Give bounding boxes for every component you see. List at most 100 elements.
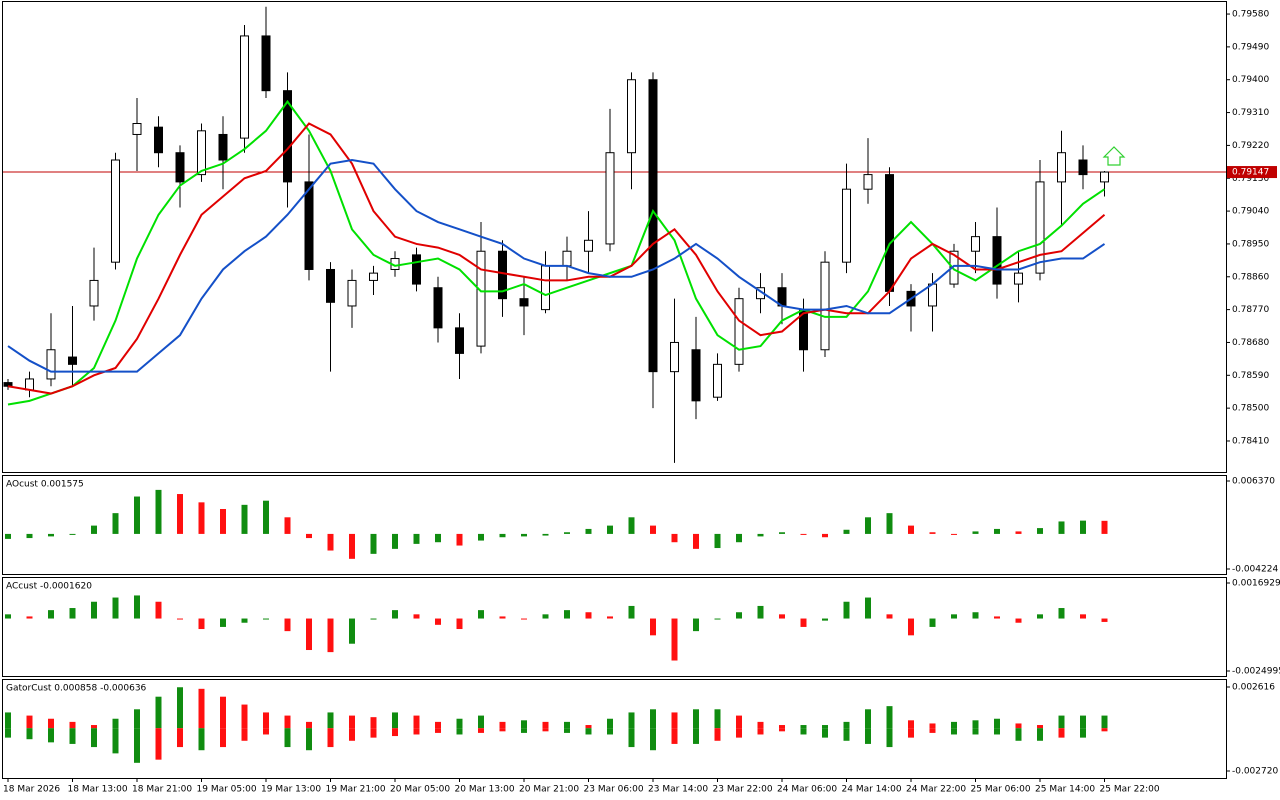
gator-bar <box>392 712 398 729</box>
ac-panel-frame <box>2 577 1227 677</box>
candle-body <box>175 152 185 183</box>
gator-bar <box>134 709 140 729</box>
gator-bar <box>456 728 463 735</box>
candle-body <box>992 236 1002 285</box>
gator-bar <box>478 728 484 733</box>
gator-bar <box>499 728 506 732</box>
gator-bar <box>671 712 678 729</box>
histogram-bar <box>779 532 785 534</box>
gator-bar <box>263 712 269 729</box>
gator-panel-frame <box>2 679 1227 779</box>
y-tick-label: -0.004224 <box>1232 565 1278 575</box>
gator-bar <box>714 709 721 729</box>
gator-bar <box>650 728 656 751</box>
gator-bar <box>284 728 291 748</box>
gator-bar <box>177 687 183 729</box>
gator-bar <box>650 709 656 729</box>
gator-bar <box>349 728 355 741</box>
gator-bar <box>48 728 54 743</box>
gator-bar <box>671 728 678 744</box>
gator-bar <box>220 696 226 729</box>
histogram-bar <box>177 618 183 620</box>
histogram-bar <box>198 618 205 630</box>
x-tick-label: 20 Mar 21:00 <box>519 785 579 795</box>
y-tick-label: -0.002720 <box>1232 767 1278 777</box>
candle-body <box>627 79 636 154</box>
panel-title: GatorCust 0.000858 -0.000636 <box>6 684 147 694</box>
moving-average <box>7 122 1106 395</box>
gator-bar <box>198 728 205 751</box>
histogram-bar <box>134 496 140 534</box>
candle-body <box>68 356 77 365</box>
histogram-bar <box>499 533 506 538</box>
candle-body <box>734 298 744 365</box>
histogram-bar <box>972 531 979 534</box>
candle-body <box>1057 152 1066 183</box>
gator-bar <box>5 728 11 738</box>
histogram-bar <box>284 618 291 632</box>
gator-bar <box>843 728 850 741</box>
histogram-bar <box>521 618 527 620</box>
candle-body <box>562 250 572 267</box>
gator-bar <box>26 728 33 740</box>
histogram-bar <box>241 504 248 534</box>
x-tick-label: 18 Mar 21:00 <box>132 785 192 795</box>
y-tick-label: 0.006370 <box>1232 477 1275 487</box>
histogram-bar <box>1080 614 1086 619</box>
candle-body <box>412 254 421 285</box>
histogram-bar <box>91 601 97 619</box>
gator-bar <box>779 728 785 732</box>
gator-bar <box>736 728 742 738</box>
candle-body <box>971 236 980 252</box>
moving-average <box>7 158 1106 373</box>
histogram-bar <box>456 618 463 630</box>
candle-body <box>949 250 959 285</box>
y-tick-label: 0.79490 <box>1232 42 1269 52</box>
histogram-bar <box>757 605 764 619</box>
histogram-bar <box>865 517 871 534</box>
gator-bar <box>542 728 549 732</box>
histogram-bar <box>542 533 549 536</box>
histogram-bar <box>521 533 527 537</box>
gator-bar <box>908 728 914 738</box>
gator-bar <box>929 723 936 729</box>
candle-body <box>863 174 873 190</box>
gator-bar <box>886 706 893 729</box>
histogram-bar <box>112 513 119 534</box>
histogram-bar <box>26 533 33 539</box>
price-label: 0.79147 <box>1232 168 1269 178</box>
candle-body <box>132 123 142 135</box>
gator-bar <box>843 721 850 729</box>
x-tick-label: 23 Mar 14:00 <box>648 785 708 795</box>
histogram-bar <box>736 612 742 619</box>
histogram-bar <box>26 616 33 619</box>
gator-bar <box>693 728 699 744</box>
histogram-bar <box>48 610 54 619</box>
histogram-bar <box>1037 614 1043 619</box>
x-tick-label: 25 Mar 06:00 <box>971 785 1031 795</box>
histogram-bar <box>736 533 742 543</box>
candle-body <box>541 265 550 311</box>
y-tick-label: 0.78680 <box>1232 338 1269 348</box>
candle-body <box>283 90 292 183</box>
histogram-bar <box>155 489 162 534</box>
gator-bar <box>585 728 592 735</box>
gator-bar <box>413 715 420 729</box>
gator-bar <box>306 728 312 751</box>
histogram-bar <box>241 618 248 623</box>
candle-body <box>670 341 679 373</box>
histogram-bar <box>757 533 764 537</box>
candle-body <box>3 382 13 387</box>
histogram-bar <box>1015 618 1022 623</box>
candle-body <box>1078 159 1088 176</box>
x-tick-label: 25 Mar 22:00 <box>1100 785 1160 795</box>
histogram-bar <box>349 533 355 559</box>
histogram-bar <box>327 618 334 653</box>
histogram-bar <box>134 595 140 619</box>
histogram-bar <box>929 618 936 627</box>
candle-body <box>304 181 314 270</box>
candle-body <box>498 250 507 300</box>
y-tick-label: 0.002616 <box>1232 683 1275 693</box>
gator-bar <box>1101 715 1108 729</box>
histogram-bar <box>886 513 893 534</box>
